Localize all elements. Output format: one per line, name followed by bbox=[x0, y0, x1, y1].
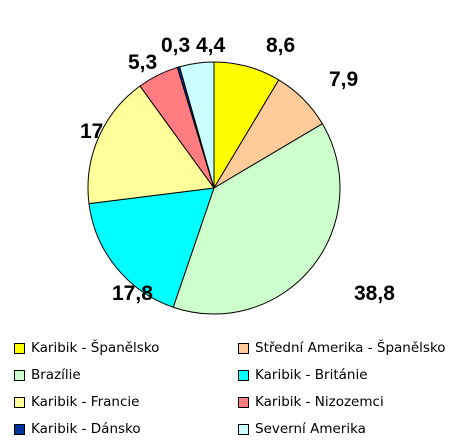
value-label-stredni-amerika-spanelsko: 7,9 bbox=[329, 68, 358, 91]
legend-swatch bbox=[238, 423, 249, 435]
legend-item-karibik-britanie: Karibik - Británie bbox=[238, 365, 368, 385]
pie-slice-karibik-francie bbox=[87, 85, 215, 205]
legend-label: Karibik - Španělsko bbox=[31, 340, 160, 356]
pie-chart-svg: 8,6 7,9 38,8 17,8 17 5,30,3 4,4 bbox=[80, 34, 395, 315]
value-label-karibik-dansko: 0,3 bbox=[161, 34, 190, 57]
legend-item-brazilie: Brazílie bbox=[14, 365, 81, 385]
legend-label: Brazílie bbox=[31, 367, 81, 383]
legend-label: Karibik - Dánsko bbox=[31, 421, 141, 437]
legend-swatch bbox=[14, 396, 25, 408]
legend-item-karibik-dansko: Karibik - Dánsko bbox=[14, 419, 141, 439]
value-label-brazilie: 38,8 bbox=[354, 282, 395, 305]
legend-swatch bbox=[238, 342, 249, 354]
pie-slices bbox=[87, 61, 341, 315]
pie-slice-karibik-britanie bbox=[88, 187, 215, 308]
value-labels: 8,6 7,9 38,8 17,8 17 5,30,3 4,4 bbox=[80, 34, 395, 305]
pie-slice-brazilie bbox=[172, 123, 341, 315]
legend-item-severni-amerika: Severní Amerika bbox=[238, 419, 366, 439]
legend-swatch bbox=[238, 369, 249, 381]
value-label-karibik-spanelsko: 8,6 bbox=[266, 34, 295, 57]
legend-swatch bbox=[14, 369, 25, 381]
value-label-karibik-nizozemci: 5,3 bbox=[128, 51, 157, 74]
value-label-karibik-britanie: 17,8 bbox=[112, 282, 153, 305]
legend-swatch bbox=[14, 342, 25, 354]
legend-label: Karibik - Francie bbox=[31, 394, 140, 410]
legend-item-karibik-nizozemci: Karibik - Nizozemci bbox=[238, 392, 384, 412]
legend-label: Střední Amerika - Španělsko bbox=[255, 340, 446, 356]
legend-swatch bbox=[14, 423, 25, 435]
legend-label: Severní Amerika bbox=[255, 421, 366, 437]
legend-label: Karibik - Británie bbox=[255, 367, 368, 383]
legend-label: Karibik - Nizozemci bbox=[255, 394, 384, 410]
legend-item-karibik-francie: Karibik - Francie bbox=[14, 392, 139, 412]
legend-item-stredni-amerika-spanelsko: Střední Amerika - Španělsko bbox=[238, 338, 446, 358]
value-label-karibik-francie: 17 bbox=[80, 120, 103, 143]
value-label-severni-amerika: 4,4 bbox=[196, 34, 226, 57]
pie-slice-severni-amerika bbox=[179, 61, 215, 189]
legend-swatch bbox=[238, 396, 249, 408]
legend-item-karibik-spanelsko: Karibik - Španělsko bbox=[14, 338, 159, 358]
